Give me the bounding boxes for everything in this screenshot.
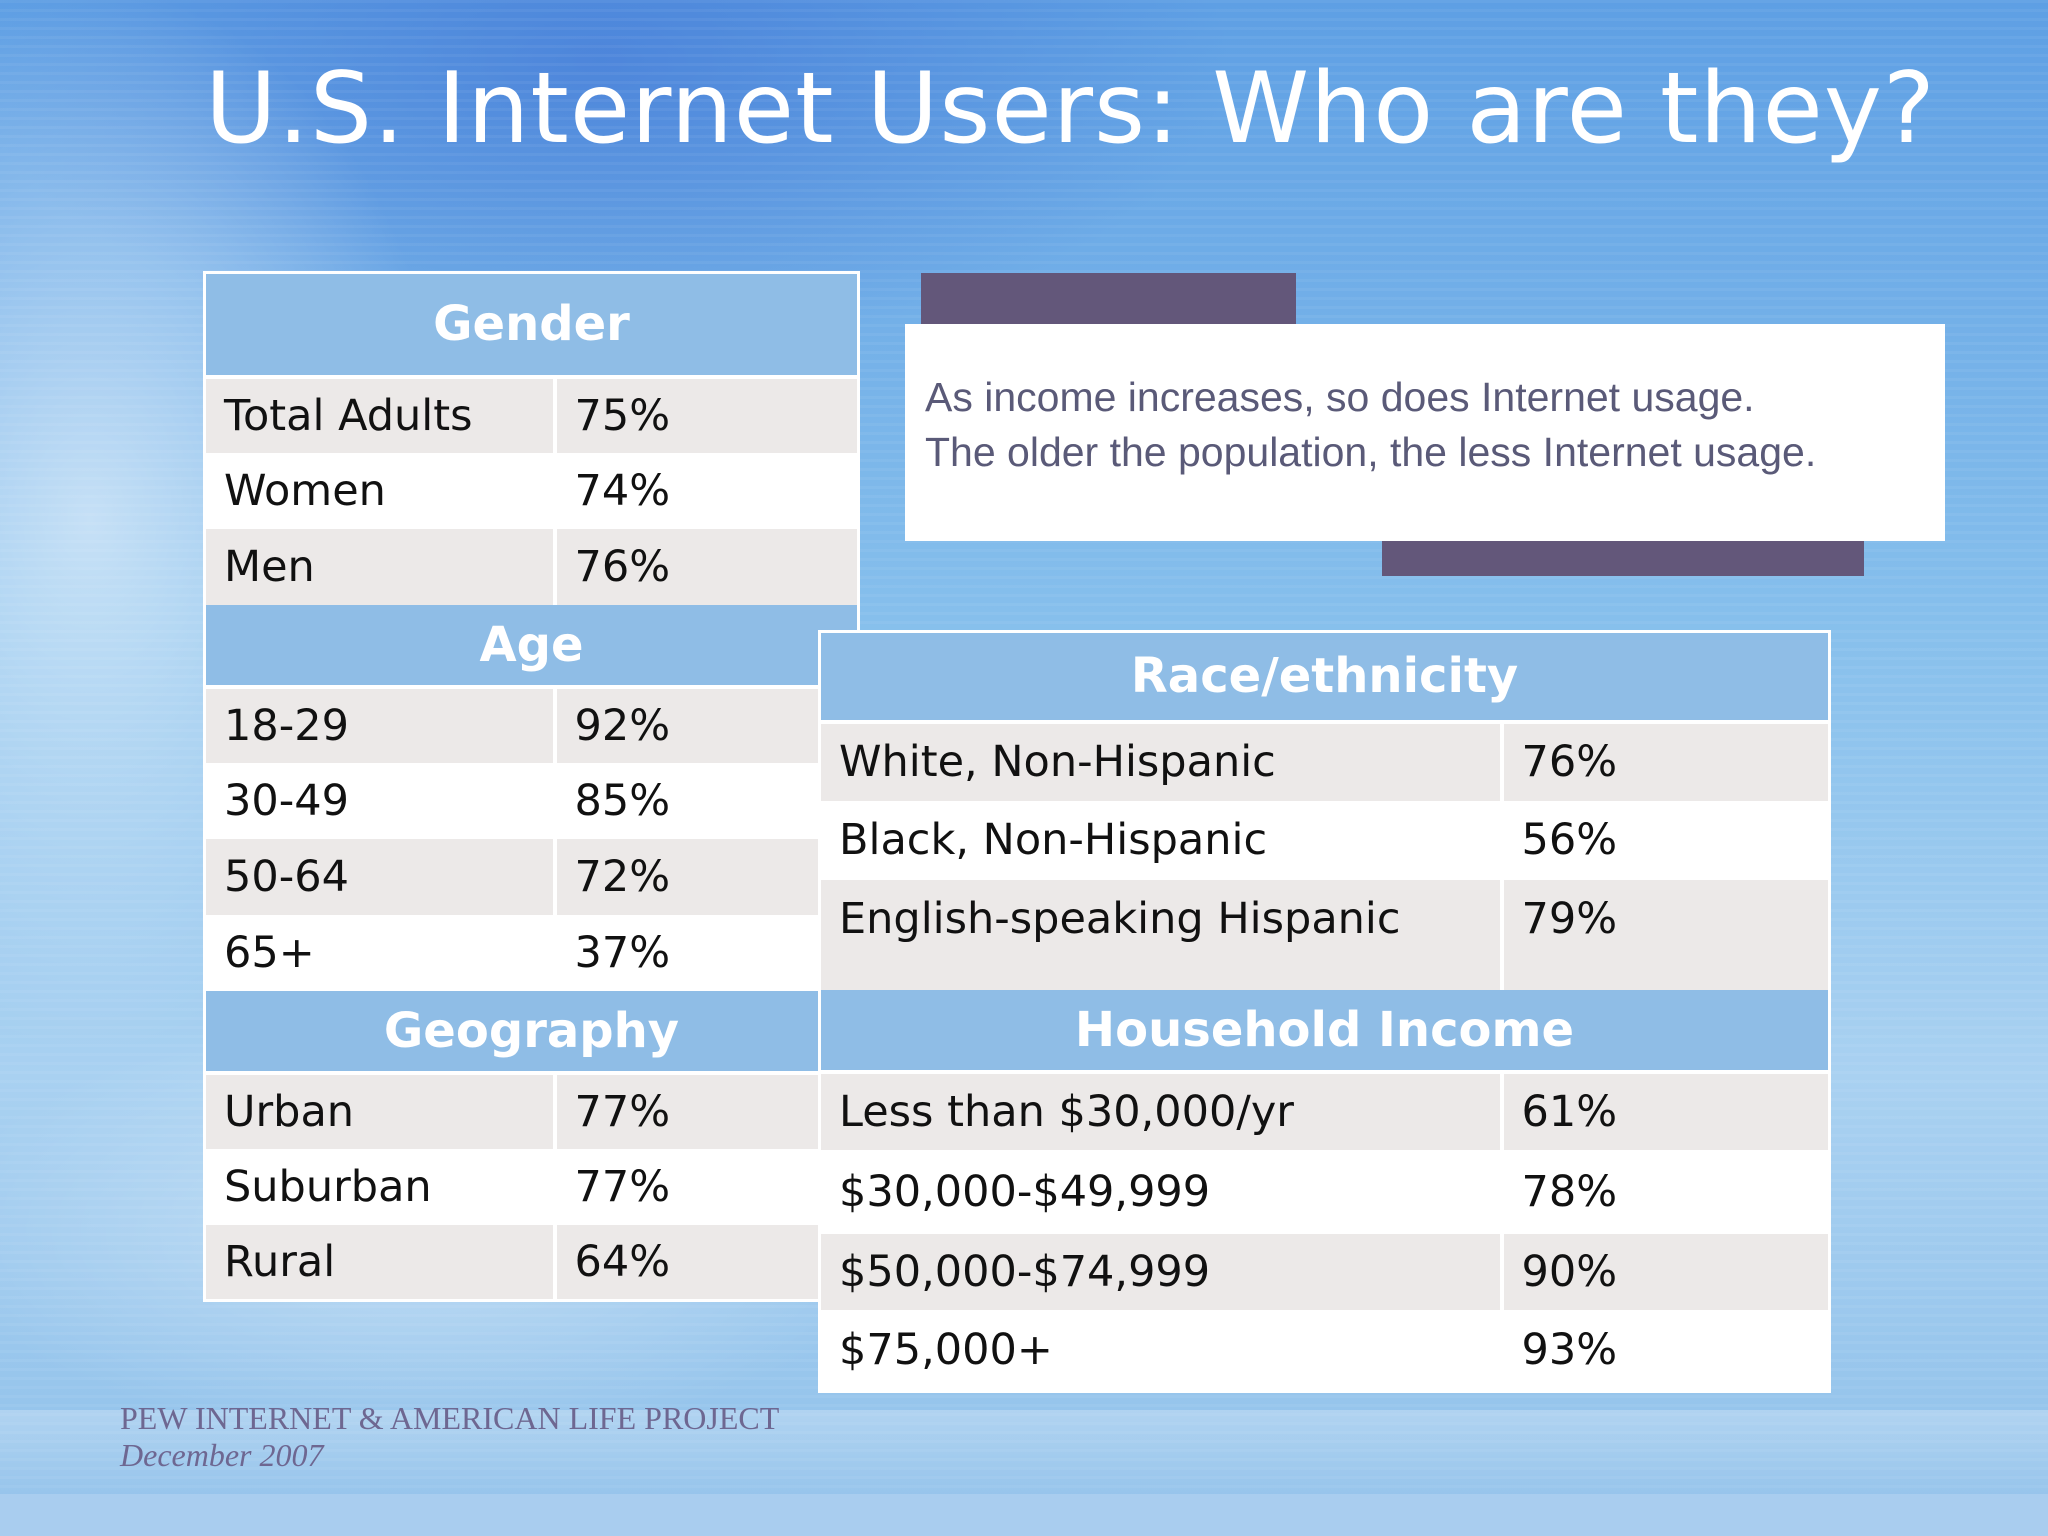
row-label: 30-49 [204, 762, 557, 839]
table-row: $75,000+ 93% [819, 1309, 1830, 1392]
race-header: Race/ethnicity [819, 631, 1830, 724]
row-label: Suburban [204, 1148, 557, 1225]
row-value: 61% [1501, 1071, 1830, 1150]
table-row: $50,000-$74,999 90% [819, 1233, 1830, 1310]
row-label: $30,000-$49,999 [819, 1149, 1504, 1234]
table-row: Men 76% [204, 528, 859, 605]
geography-header: Geography [204, 990, 859, 1075]
row-value: 79% [1501, 879, 1830, 990]
row-label: 65+ [204, 914, 557, 991]
row-label: Total Adults [204, 376, 557, 453]
table-row: 30-49 85% [204, 762, 859, 839]
row-label: Less than $30,000/yr [819, 1071, 1504, 1150]
background-band [0, 1410, 2048, 1494]
table-row: Less than $30,000/yr 61% [819, 1071, 1830, 1150]
row-value: 85% [554, 762, 859, 839]
table-row: Urban 77% [204, 1072, 859, 1149]
row-value: 90% [1501, 1233, 1830, 1310]
row-value: 78% [1501, 1149, 1830, 1234]
row-label: Women [204, 452, 557, 529]
table-row: $30,000-$49,999 78% [819, 1149, 1830, 1234]
table-row: Women 74% [204, 452, 859, 529]
row-value: 76% [554, 528, 859, 605]
row-value: 64% [554, 1224, 859, 1301]
row-label: Urban [204, 1072, 557, 1149]
table-row: 50-64 72% [204, 838, 859, 915]
row-label: Men [204, 528, 557, 605]
row-label: $75,000+ [819, 1309, 1504, 1392]
row-label: English-speaking Hispanic [819, 879, 1504, 990]
table-row: English-speaking Hispanic 79% [819, 879, 1830, 990]
source-organization: PEW INTERNET & AMERICAN LIFE PROJECT [120, 1400, 780, 1436]
table-row: Rural 64% [204, 1224, 859, 1301]
row-label: White, Non-Hispanic [819, 721, 1504, 801]
demographics-table-left: Gender Total Adults 75% Women 74% Men 76… [203, 271, 860, 1302]
row-label: $50,000-$74,999 [819, 1233, 1504, 1310]
row-value: 75% [554, 376, 859, 453]
row-value: 74% [554, 452, 859, 529]
callout-line-income: As income increases, so does Internet us… [925, 374, 1755, 420]
row-value: 93% [1501, 1309, 1830, 1392]
callout-accent-bar-top [921, 273, 1296, 325]
table-row: Suburban 77% [204, 1148, 859, 1225]
row-value: 77% [554, 1148, 859, 1225]
row-value: 77% [554, 1072, 859, 1149]
gender-header: Gender [204, 272, 859, 379]
row-value: 37% [554, 914, 859, 991]
income-header: Household Income [819, 989, 1830, 1074]
table-row: 65+ 37% [204, 914, 859, 991]
source-footer: PEW INTERNET & AMERICAN LIFE PROJECT Dec… [120, 1400, 779, 1474]
slide-title: U.S. Internet Users: Who are they? [205, 52, 1936, 166]
background-strip [0, 1494, 2048, 1536]
table-row: Black, Non-Hispanic 56% [819, 800, 1830, 880]
table-row: Total Adults 75% [204, 376, 859, 453]
age-header: Age [204, 604, 859, 689]
row-label: Rural [204, 1224, 557, 1301]
callout-line-age: The older the population, the less Inter… [925, 429, 1817, 475]
row-label: 50-64 [204, 838, 557, 915]
row-label: Black, Non-Hispanic [819, 800, 1504, 880]
row-value: 92% [554, 686, 859, 763]
demographics-table-right: Race/ethnicity White, Non-Hispanic 76% B… [818, 630, 1832, 1393]
table-row: White, Non-Hispanic 76% [819, 721, 1830, 801]
callout-box: As income increases, so does Internet us… [905, 324, 1945, 541]
row-value: 76% [1501, 721, 1830, 801]
table-row: 18-29 92% [204, 686, 859, 763]
row-value: 72% [554, 838, 859, 915]
row-value: 56% [1501, 800, 1830, 880]
source-date: December 2007 [120, 1437, 324, 1473]
row-label: 18-29 [204, 686, 557, 763]
